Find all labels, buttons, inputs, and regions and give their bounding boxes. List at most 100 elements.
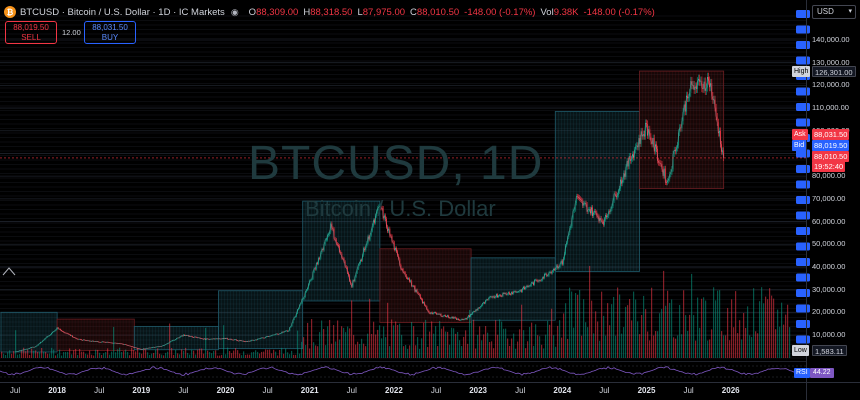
volume-bar [767, 299, 769, 358]
candle-body [536, 279, 538, 281]
volume-bar [537, 335, 539, 358]
candle-body [143, 348, 144, 350]
candle-body [375, 215, 376, 223]
volume-bar [625, 306, 627, 358]
candle-body [691, 81, 693, 86]
candle-body [376, 211, 378, 216]
candle-body [307, 288, 308, 291]
volume-bar [279, 349, 281, 358]
candle-body [142, 349, 143, 350]
volume-bar [121, 352, 123, 358]
volume-bar [227, 347, 229, 358]
low-value: 1,583.11 [812, 345, 847, 356]
volume-bar [229, 351, 231, 358]
volume-bar [141, 353, 143, 358]
candle-body [199, 337, 201, 339]
volume-bar [781, 302, 783, 358]
candle-body [342, 257, 344, 259]
ask-value: 88,031.50 [812, 129, 850, 140]
candle-body [102, 341, 103, 343]
candle-body [524, 286, 526, 289]
candle-body [184, 334, 185, 336]
candle-body [676, 148, 677, 152]
volume-bar [313, 342, 315, 358]
volume-bar [73, 350, 75, 358]
candle-body [404, 272, 406, 276]
bull-range-box [0, 311, 58, 353]
low-key: Low [792, 345, 809, 356]
candle-body [430, 312, 432, 314]
eye-icon[interactable]: ◉ [230, 6, 239, 17]
volume-bar [51, 347, 53, 358]
volume-bar [81, 351, 83, 358]
symbol-legend[interactable]: ₿ BTCUSD · Bitcoin / U.S. Dollar · 1D · … [4, 5, 655, 19]
candle-body [450, 318, 452, 319]
candle-body [505, 293, 507, 295]
volume-bar [269, 349, 271, 358]
candle-body [212, 338, 214, 340]
candle-body [169, 341, 171, 343]
candle-body [566, 242, 568, 246]
volume-bar [175, 349, 177, 358]
volume-bar [99, 352, 101, 358]
candle-body [720, 130, 721, 145]
volume-bar [341, 326, 343, 358]
candle-body [230, 338, 232, 340]
volume-bar [485, 325, 487, 358]
price-alert-flag-icon [796, 242, 810, 251]
candle-body [667, 180, 668, 183]
volume-bar [147, 352, 149, 358]
symbol-title[interactable]: BTCUSD · Bitcoin / U.S. Dollar · 1D · IC… [20, 6, 225, 18]
candle-body [264, 337, 266, 339]
sell-button[interactable]: 88,019.50 SELL [5, 21, 57, 44]
volume-bar [739, 320, 741, 358]
high-key: High [792, 66, 811, 77]
candle-body [497, 294, 498, 298]
volume-bar [759, 301, 761, 358]
volume-bar [65, 351, 67, 358]
volume-bar [425, 319, 427, 358]
volume-bar [307, 322, 309, 358]
volume-bar [369, 298, 371, 358]
price-tick-label: 40,000.00 [812, 261, 846, 271]
rsi-line [0, 366, 801, 376]
candle-body [276, 333, 277, 335]
candle-body [526, 285, 528, 288]
candle-body [133, 346, 134, 348]
volume-bar [255, 350, 257, 358]
bid-key: Bid [792, 140, 807, 151]
currency-selector[interactable]: USD ▾ [812, 5, 856, 19]
volume-bar [451, 327, 453, 358]
candle-body [670, 172, 672, 175]
volume-bar [261, 351, 263, 358]
volume-bar [617, 287, 619, 358]
volume-bar [93, 355, 95, 358]
volume-bar [727, 307, 729, 358]
candle-body [235, 339, 236, 341]
volume-bar [721, 331, 723, 358]
candle-body [541, 277, 543, 281]
candle-body [622, 180, 624, 184]
volume-bar [777, 309, 779, 358]
bull-range-box [470, 257, 556, 321]
candle-body [179, 336, 181, 338]
volume-bar [695, 340, 697, 358]
candle-body [493, 296, 495, 298]
volume-bar [235, 348, 237, 358]
time-tick-label: Jul [94, 386, 105, 395]
buy-button[interactable]: 88,031.50 BUY [84, 21, 136, 44]
candle-body [335, 239, 337, 244]
volume-bar [619, 294, 621, 358]
volume-bar [231, 353, 233, 358]
candle-body [569, 227, 571, 234]
volume-bar [481, 340, 483, 358]
candle-body [110, 342, 112, 344]
candle-body [368, 236, 370, 240]
candle-body [349, 275, 350, 281]
time-tick-label: Jul [430, 386, 442, 395]
volume-bar [763, 303, 765, 358]
candle-body [519, 290, 521, 292]
candle-body [216, 338, 218, 340]
